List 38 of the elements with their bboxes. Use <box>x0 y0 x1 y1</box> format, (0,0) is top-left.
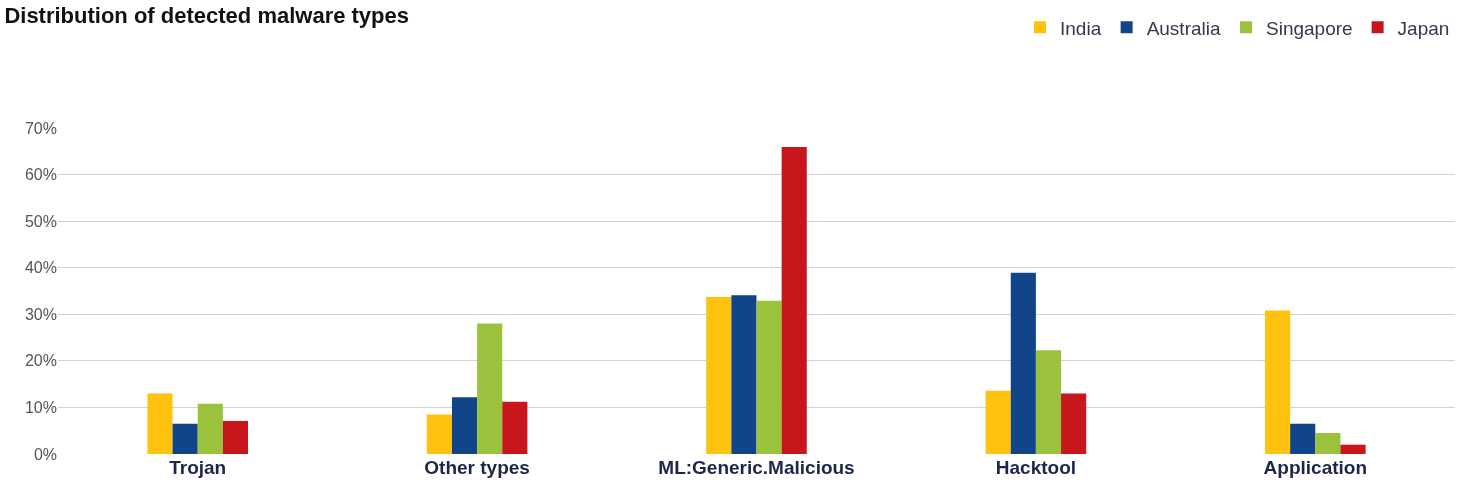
y-tick-label: 50% <box>24 212 57 230</box>
y-tick-label: 20% <box>24 352 57 370</box>
chart-title: Distribution of detected malware types <box>4 2 410 28</box>
x-tick-label: Hacktool <box>995 457 1077 478</box>
x-tick-label: Trojan <box>169 457 227 478</box>
bar <box>477 323 503 454</box>
legend-label: India <box>1060 17 1102 39</box>
bar <box>756 300 782 454</box>
y-tick-label: 40% <box>24 259 57 277</box>
y-tick-label: 60% <box>24 166 57 184</box>
bar <box>1061 393 1087 454</box>
bar <box>706 297 732 454</box>
y-tick-label: 10% <box>24 399 57 417</box>
bar <box>781 147 807 454</box>
y-tick-label: 0% <box>33 445 57 463</box>
bar <box>1340 444 1366 454</box>
bar <box>172 423 198 454</box>
bar <box>426 414 452 454</box>
bar <box>731 295 757 454</box>
legend-label: Singapore <box>1265 17 1353 39</box>
bar <box>197 403 223 454</box>
bar <box>1290 423 1316 454</box>
bar <box>147 393 173 454</box>
bar <box>502 401 528 454</box>
legend-label: Japan <box>1397 17 1450 39</box>
y-tick-label: 70% <box>24 119 57 137</box>
bar <box>985 390 1011 454</box>
y-tick-label: 30% <box>24 305 57 323</box>
bar <box>1010 272 1036 454</box>
bar <box>222 420 248 454</box>
legend-label: Australia <box>1146 17 1221 39</box>
bar <box>1265 310 1291 454</box>
x-tick-label: ML:Generic.Malicious <box>658 457 855 478</box>
bar <box>1315 433 1341 454</box>
bar <box>1035 350 1062 454</box>
bar <box>451 397 478 454</box>
x-tick-label: Other types <box>424 457 530 478</box>
x-tick-label: Application <box>1263 457 1368 478</box>
